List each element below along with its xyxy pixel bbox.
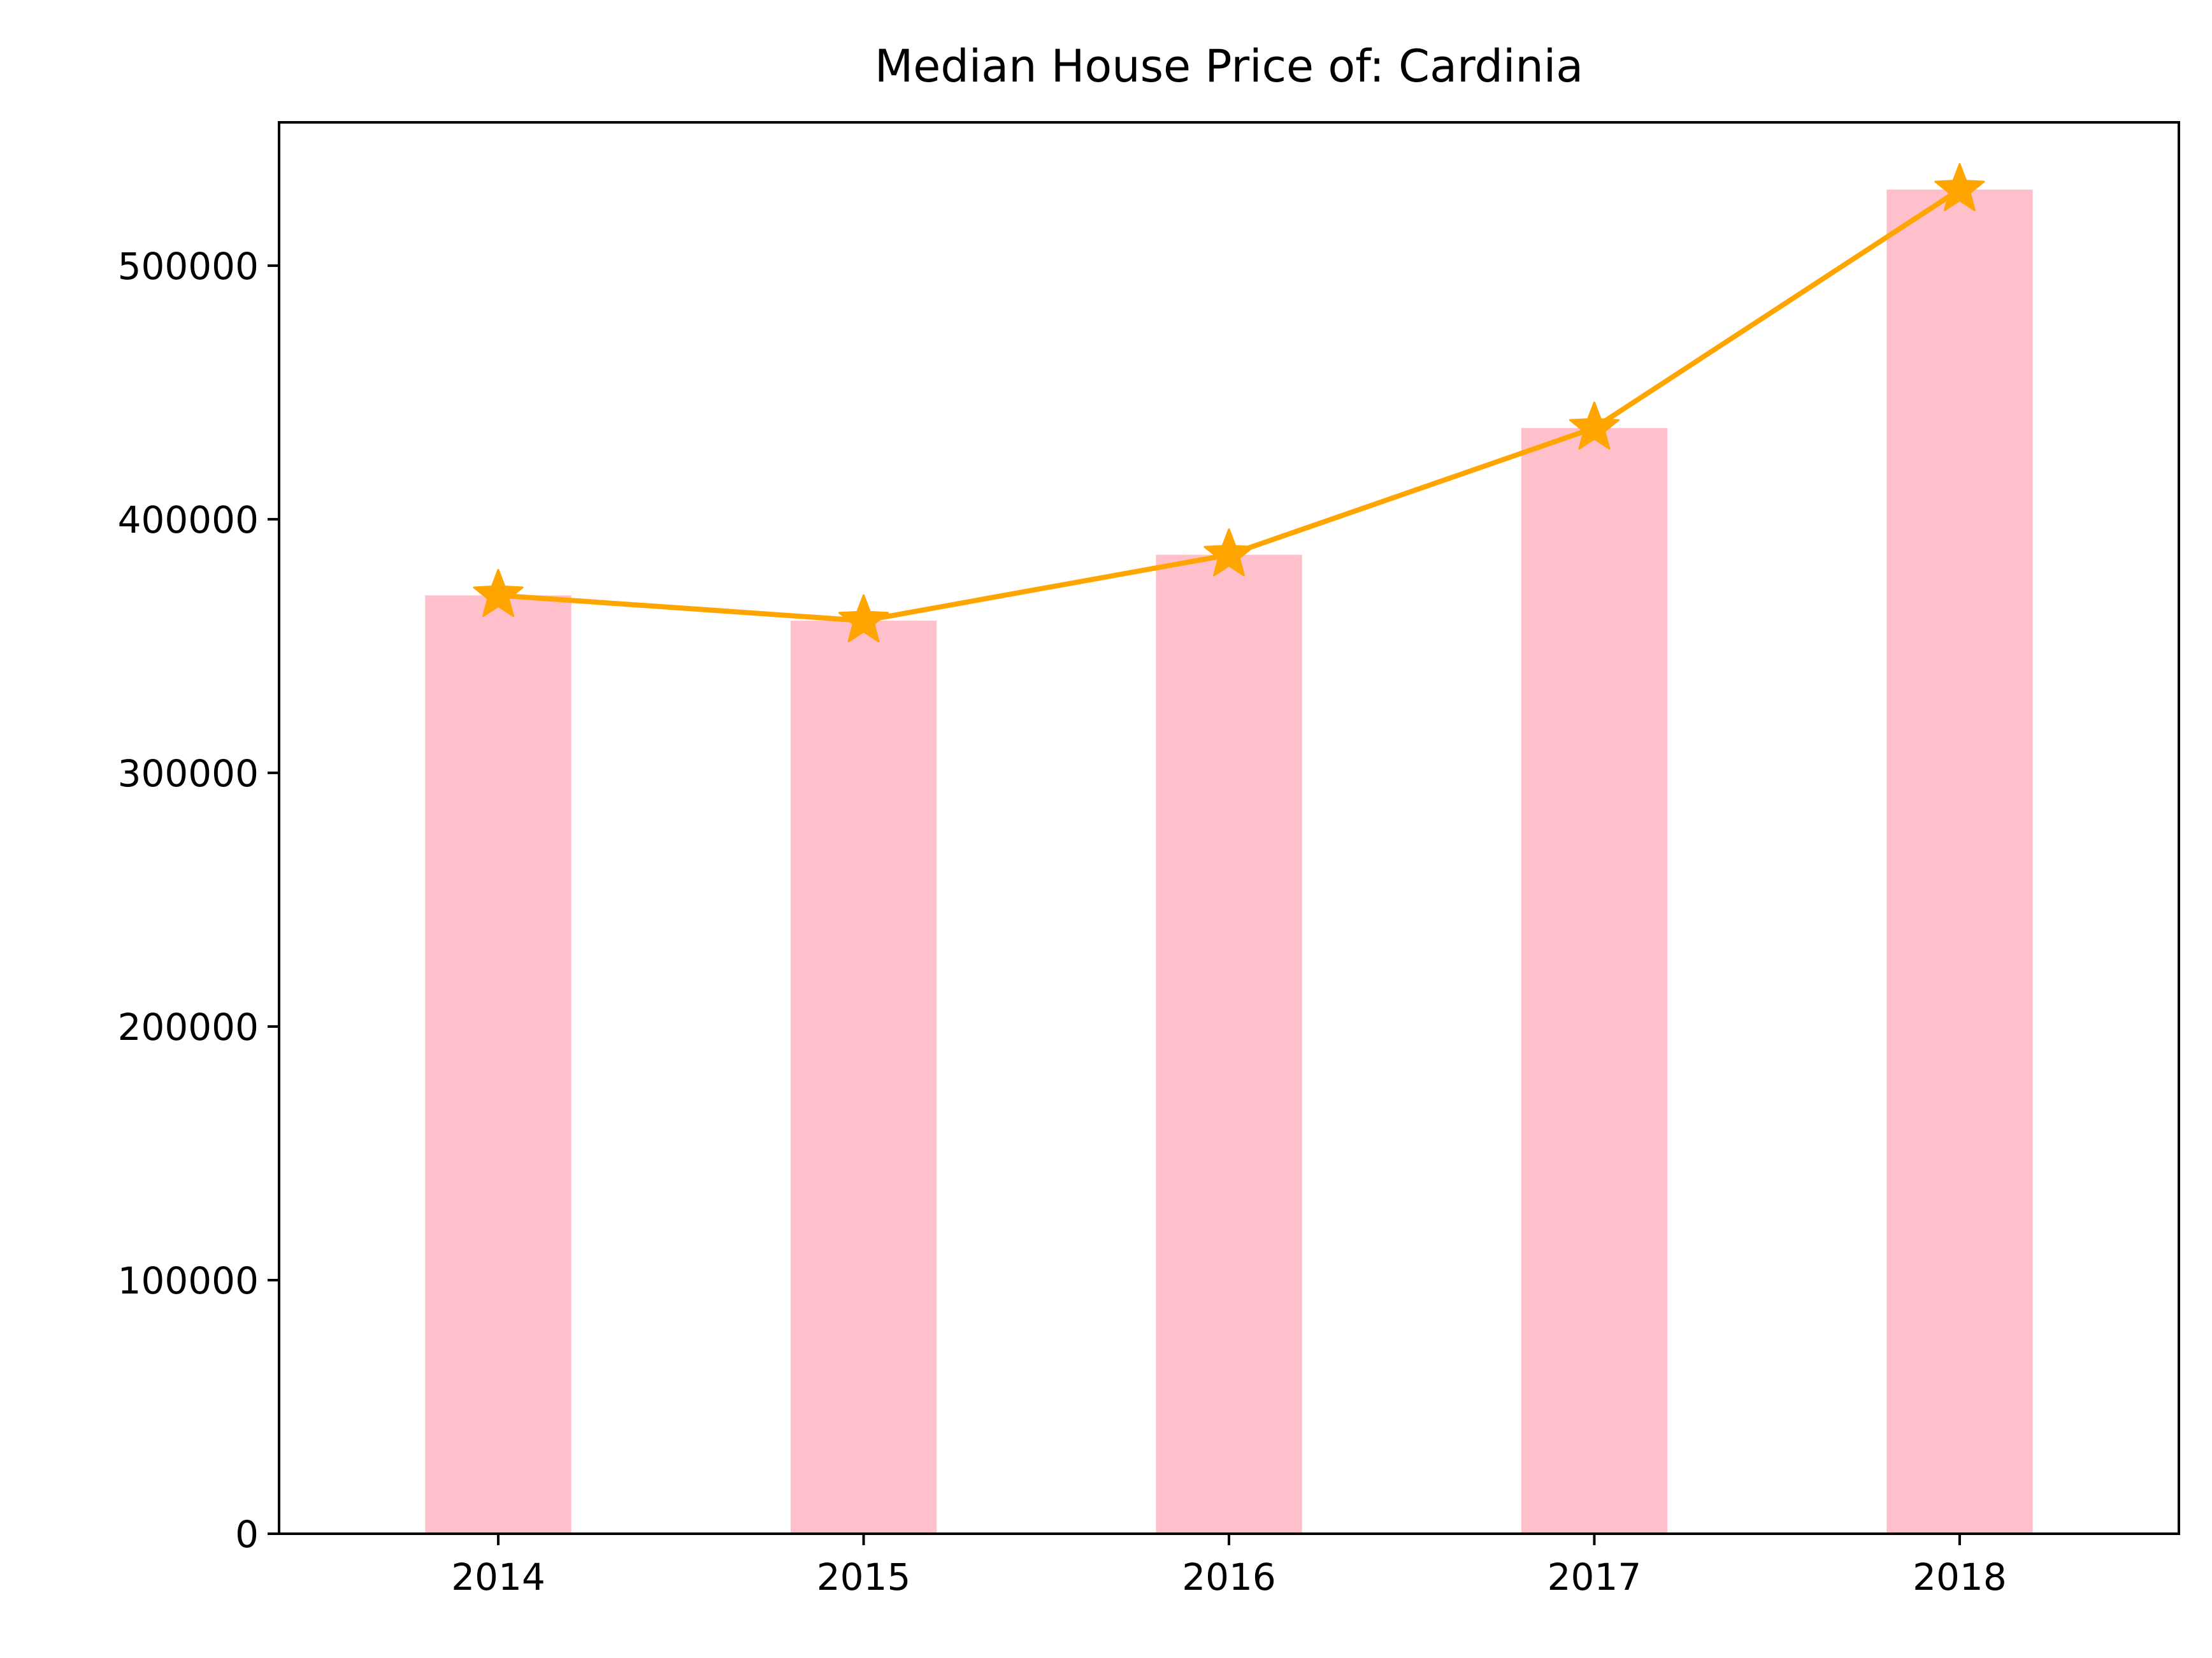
y-tick-label: 400000	[118, 498, 259, 542]
bar-2018	[1886, 189, 2033, 1534]
star-marker-2017	[1569, 401, 1620, 450]
bar-2016	[1156, 554, 1302, 1534]
star-marker-2014	[473, 568, 524, 617]
star-marker-2018	[1934, 162, 1985, 212]
line-layer	[473, 162, 1985, 642]
x-tick-label: 2014	[451, 1555, 545, 1599]
y-tick-label: 0	[235, 1513, 259, 1556]
y-tick-label: 200000	[118, 1006, 259, 1049]
bars-layer	[425, 189, 2033, 1534]
chart-title: Median House Price of: Cardinia	[875, 40, 1583, 92]
x-tick-label: 2015	[817, 1555, 911, 1599]
x-tick-label: 2016	[1182, 1555, 1276, 1599]
y-tick-label: 300000	[118, 752, 259, 795]
y-axis-ticks: 0 100000 200000 300000 400000 500000	[118, 245, 279, 1556]
x-axis-ticks: 2014 2015 2016 2017 2018	[451, 1534, 2007, 1599]
x-tick-label: 2018	[1913, 1555, 2007, 1599]
star-marker-2016	[1203, 528, 1254, 577]
bar-2015	[790, 621, 937, 1534]
bar-2017	[1521, 428, 1668, 1534]
y-tick-label: 100000	[118, 1259, 259, 1302]
x-tick-label: 2017	[1548, 1555, 1642, 1599]
y-tick-label: 500000	[118, 245, 259, 288]
bar-2014	[425, 595, 571, 1534]
star-marker-2015	[838, 594, 889, 642]
